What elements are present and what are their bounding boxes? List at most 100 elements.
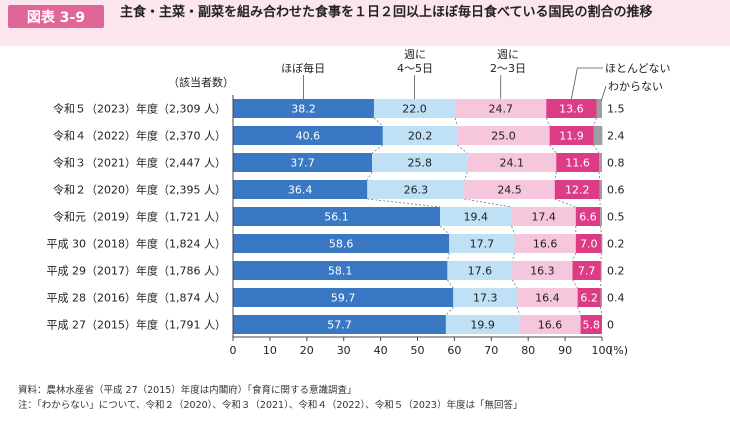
bar-segment (233, 153, 373, 172)
bar-segment (514, 234, 576, 253)
bar-segment (233, 234, 450, 253)
connector-line (439, 225, 450, 235)
data-label: 59.7 (331, 292, 356, 305)
x-tick-label: 90 (558, 344, 572, 357)
bar-segment (546, 99, 597, 118)
data-label: 11.6 (565, 157, 590, 170)
bar-segment (549, 126, 594, 145)
x-tick-label: 100 (592, 344, 613, 357)
data-label: 57.7 (327, 319, 352, 332)
data-label: 58.6 (329, 238, 354, 251)
category-label: 令和５（2023）年度（2,309 人） (53, 102, 226, 116)
outside-data-label: 0.5 (607, 211, 625, 224)
bar-segment (554, 180, 600, 199)
data-label: 19.9 (470, 319, 495, 332)
legend-label: 週に (497, 48, 519, 61)
outside-data-label: 0.6 (607, 184, 625, 197)
category-label: 平成 29（2017）年度（1,786 人） (47, 264, 226, 278)
bar-segment (600, 261, 602, 280)
data-label: 17.3 (473, 292, 498, 305)
bar-segment (575, 234, 602, 253)
connector-line (366, 171, 373, 181)
connector-line (598, 171, 601, 181)
connector-line (371, 144, 384, 154)
bar-segment (575, 207, 601, 226)
connector-line (447, 279, 454, 289)
footnotes: 資料：農林水産省（平成 27（2015）年度は内閣府）「食育に関する意識調査」 … (18, 383, 522, 413)
connector-line (511, 252, 515, 262)
x-tick-label: 20 (300, 344, 314, 357)
connector-line (457, 144, 468, 154)
outside-data-label: 0.2 (607, 238, 625, 251)
data-label: 16.4 (535, 292, 560, 305)
connector-line (373, 117, 384, 127)
data-label: 25.0 (491, 130, 516, 143)
data-label: 24.5 (497, 184, 522, 197)
bar-segment (449, 234, 515, 253)
bar-segment (600, 288, 602, 307)
bar-segment (601, 234, 603, 253)
bar-segment (599, 153, 602, 172)
outside-data-label: 1.5 (607, 103, 625, 116)
connector-line (463, 171, 468, 181)
bar-segment (447, 261, 513, 280)
connector-line (600, 252, 603, 262)
figure-label: 図表 3-9 (8, 5, 104, 28)
bar-segment (367, 180, 465, 199)
connector-line (445, 306, 454, 316)
bar-segment (440, 207, 512, 226)
data-label: 12.2 (565, 184, 590, 197)
connector-line (367, 198, 441, 208)
bar-segment (517, 288, 578, 307)
data-label: 16.6 (533, 238, 558, 251)
category-label: 令和２（2020）年度（2,395 人） (53, 183, 226, 197)
figure-title: 主食・主菜・副菜を組み合わせた食事を１日２回以上ほぼ毎日食べている国民の割合の推… (120, 5, 653, 20)
bar-segment (233, 207, 441, 226)
data-label: 24.7 (488, 103, 513, 116)
data-label: 22.0 (402, 103, 427, 116)
outside-data-label: 0.8 (607, 157, 625, 170)
x-tick-label: 10 (263, 344, 277, 357)
connector-line (454, 117, 458, 127)
outside-data-label: 2.4 (607, 130, 625, 143)
data-label: 25.8 (407, 157, 432, 170)
bar-segment (233, 180, 368, 199)
source-note: 資料：農林水産省（平成 27（2015）年度は内閣府）「食育に関する意識調査」 (18, 385, 357, 396)
bar-segment (572, 261, 601, 280)
category-label: 令和元（2019）年度（1,721 人） (53, 210, 226, 224)
x-tick-label: 0 (230, 344, 237, 357)
bar-segment (600, 207, 602, 226)
connector-line (554, 198, 576, 208)
comment-note: 注：「わからない」について、令和２（2020）、令和３（2021）、令和４（20… (18, 400, 523, 411)
bar-segment (519, 315, 581, 334)
bar-segment (556, 153, 600, 172)
legend-label: 2〜3日 (490, 62, 526, 75)
data-label: 40.6 (296, 130, 321, 143)
data-label: 16.6 (538, 319, 563, 332)
data-label: 17.7 (470, 238, 495, 251)
x-tick-label: 70 (484, 344, 498, 357)
data-label: 11.9 (559, 130, 584, 143)
connector-line (593, 144, 600, 154)
bar-segment (233, 99, 374, 118)
data-label: 37.7 (290, 157, 315, 170)
bar-segment (577, 288, 601, 307)
bar-segment (464, 180, 555, 199)
bar-segment (445, 315, 520, 334)
data-label: 38.2 (291, 103, 316, 116)
x-axis-unit: (%) (609, 344, 628, 357)
legend-label: 4〜5日 (397, 62, 433, 75)
data-label: 7.0 (580, 238, 598, 251)
category-label: 平成 28（2016）年度（1,874 人） (47, 291, 226, 305)
connector-line (516, 306, 520, 316)
data-label: 58.1 (328, 265, 353, 278)
category-label: 令和４（2022）年度（2,370 人） (53, 129, 226, 143)
legend-label: ほとんどない (605, 62, 670, 75)
category-label: 平成 30（2018）年度（1,824 人） (47, 237, 226, 251)
data-label: 5.8 (583, 319, 601, 332)
connector-line (511, 279, 518, 289)
connector-line (464, 198, 512, 208)
bar-segment (233, 315, 446, 334)
bar-segment (233, 126, 383, 145)
category-label: 平成 27（2015）年度（1,791 人） (47, 318, 226, 332)
